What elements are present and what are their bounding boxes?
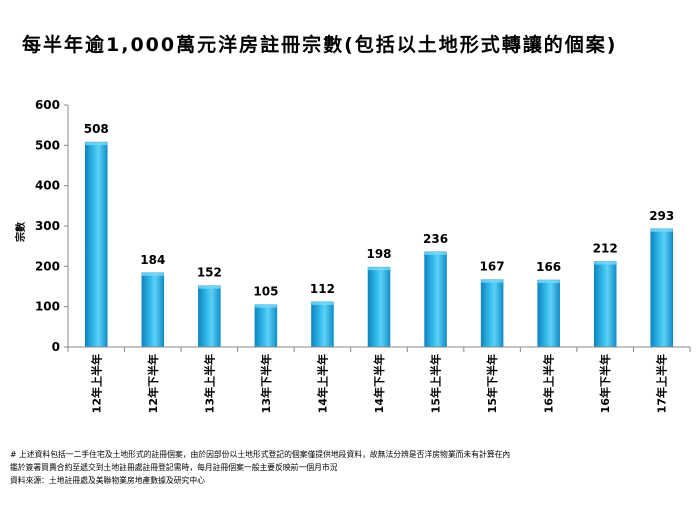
x-tick-label: 15年上半年 [429, 354, 443, 413]
x-tick-label: 13年下半年 [259, 354, 273, 413]
footnote-line-2: 鑑於簽署買賣合約至遞交到土地註冊處註冊登記需時，每月註冊個案一般主要反映前一個月… [10, 463, 338, 472]
chart-title: 每半年逾1,000萬元洋房註冊宗數(包括以土地形式轉讓的個案) [22, 34, 618, 56]
y-axis: 0 100 200 300 400 500 600 [35, 98, 69, 354]
x-tick-label: 17年上半年 [655, 354, 669, 413]
footnote: # 上述資料包括一二手住宅及土地形式的註冊個案，由於因部份以土地形式登記的個案僅… [10, 448, 695, 487]
y-tick-label: 400 [35, 179, 60, 193]
bar-top-highlight [650, 228, 673, 232]
bar [650, 228, 673, 348]
x-tick-label: 12年上半年 [89, 354, 103, 413]
data-label: 105 [253, 285, 278, 299]
bar [424, 251, 447, 348]
data-label: 198 [366, 247, 391, 261]
bar-top-highlight [141, 272, 164, 276]
y-tick-label: 500 [35, 138, 60, 152]
x-tick-label: 14年上半年 [315, 354, 329, 413]
footnote-line-1: # 上述資料包括一二手住宅及土地形式的註冊個案，由於因部份以土地形式登記的個案僅… [10, 450, 511, 459]
bar [141, 272, 165, 348]
bar-chart: 0 100 200 300 400 500 600 508 184 152 105 112 198 23… [14, 98, 691, 413]
data-label: 236 [423, 232, 448, 246]
bar-top-highlight [85, 142, 108, 146]
x-tick-label: 14年下半年 [372, 354, 386, 413]
x-tick-label: 16年上半年 [542, 354, 556, 413]
x-tick-label: 16年下半年 [598, 354, 612, 413]
data-label: 293 [649, 209, 674, 223]
data-label: 166 [536, 260, 561, 274]
y-tick-label: 300 [35, 219, 60, 233]
y-tick-label: 0 [52, 340, 60, 354]
footnote-line-3: 資料來源：土地註冊處及美聯物業房地產數據及研究中心 [10, 476, 205, 485]
data-label: 112 [310, 282, 335, 296]
data-label: 508 [84, 122, 109, 136]
y-tick-label: 100 [35, 300, 60, 314]
data-label: 212 [593, 241, 618, 255]
bar-top-highlight [311, 301, 334, 305]
y-axis-label: 宗數 [14, 222, 27, 242]
x-tick-label: 13年上半年 [202, 354, 216, 413]
bar [593, 261, 617, 348]
bar [85, 141, 108, 348]
data-label: 167 [480, 260, 505, 274]
bar-top-highlight [368, 267, 390, 271]
bar [311, 301, 334, 348]
x-tick-label: 12年下半年 [146, 354, 160, 413]
y-tick-label: 600 [35, 98, 60, 112]
bars: 508 184 152 105 112 198 236 167 166 212 293 [84, 122, 674, 348]
data-label: 152 [197, 266, 222, 280]
bar-top-highlight [481, 279, 504, 283]
bar-top-highlight [254, 304, 277, 308]
x-tick-label: 15年下半年 [485, 354, 499, 413]
data-label: 184 [140, 253, 165, 267]
x-axis: 12年上半年 12年下半年 13年上半年 13年下半年 14年上半年 14年下半年 15年上… [67, 346, 691, 413]
bar-top-highlight [594, 261, 617, 265]
bar [367, 266, 391, 348]
bar-top-highlight [537, 280, 560, 284]
bar-top-highlight [424, 251, 447, 255]
y-tick-label: 200 [35, 259, 60, 273]
bar [254, 304, 278, 348]
bar-top-highlight [198, 285, 221, 289]
bar [537, 279, 560, 348]
bar [198, 285, 221, 348]
bar [480, 279, 504, 348]
